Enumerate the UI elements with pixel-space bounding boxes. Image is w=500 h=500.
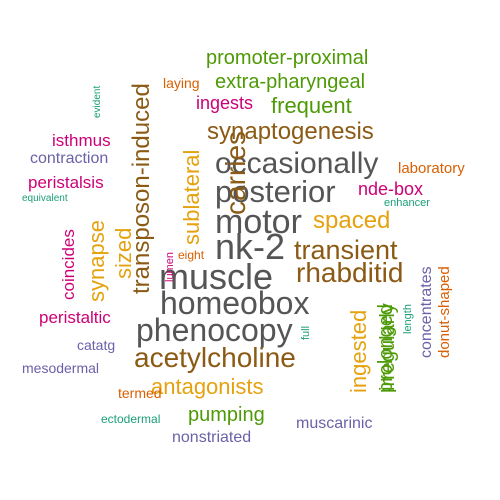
word-acetylcholine: acetylcholine	[134, 342, 296, 373]
word-motor: motor	[215, 203, 302, 241]
word-mesodermal: mesodermal	[22, 360, 100, 376]
word-sublateral: sublateral	[179, 149, 204, 245]
word-ingests: ingests	[196, 93, 254, 113]
word-transient: transient	[294, 235, 398, 265]
word-donut-shaped: donut-shaped	[436, 266, 453, 358]
word-isthmus: isthmus	[52, 131, 111, 150]
word-frequent: frequent	[271, 93, 352, 118]
word-peristaltic: peristaltic	[39, 308, 111, 327]
word-synaptogenesis: synaptogenesis	[207, 118, 374, 145]
word-concentrates: concentrates	[418, 266, 435, 358]
word-ingested: ingested	[346, 309, 371, 393]
word-promoter-proximal: promoter-proximal	[206, 47, 369, 69]
word-enhancer: enhancer	[384, 197, 430, 209]
word-rhabditid: rhabditid	[296, 257, 404, 288]
word-irregularly: irregularly	[377, 303, 399, 391]
word-muscle: muscle	[159, 256, 274, 297]
word-homeobox: homeobox	[160, 285, 310, 321]
word-contraction: contraction	[30, 150, 109, 167]
word-nde-box: nde-box	[358, 179, 424, 199]
word-sized: sized	[111, 227, 136, 279]
word-nonstriated: nonstriated	[172, 429, 252, 446]
word-eight: eight	[178, 248, 205, 262]
word-full: full	[300, 325, 312, 340]
word-lumen: lumen	[164, 252, 176, 282]
word-synapse: synapse	[84, 220, 109, 302]
word-pumping: pumping	[188, 404, 265, 426]
word-laying: laying	[163, 75, 200, 91]
word-termed: termed	[118, 385, 162, 401]
word-posterior: posterior	[215, 174, 336, 209]
word-extra-pharyngeal: extra-pharyngeal	[215, 71, 366, 93]
word-ectodermal: ectodermal	[101, 412, 161, 426]
word-equivalent: equivalent	[22, 193, 68, 204]
word-catatg: catatg	[77, 337, 116, 353]
word-phenocopy: phenocopy	[136, 312, 293, 348]
word-coincides: coincides	[59, 229, 78, 300]
word-spaced: spaced	[313, 207, 391, 234]
word-nk-2: nk-2	[215, 226, 286, 267]
word-muscarinic: muscarinic	[296, 415, 373, 432]
word-peristalsis: peristalsis	[28, 173, 104, 192]
word-occasionally: occasionally	[215, 147, 379, 180]
word-length: length	[402, 304, 414, 334]
word-evident: evident	[92, 85, 103, 118]
word-laboratory: laboratory	[398, 160, 465, 177]
word-antagonists: antagonists	[151, 374, 264, 399]
